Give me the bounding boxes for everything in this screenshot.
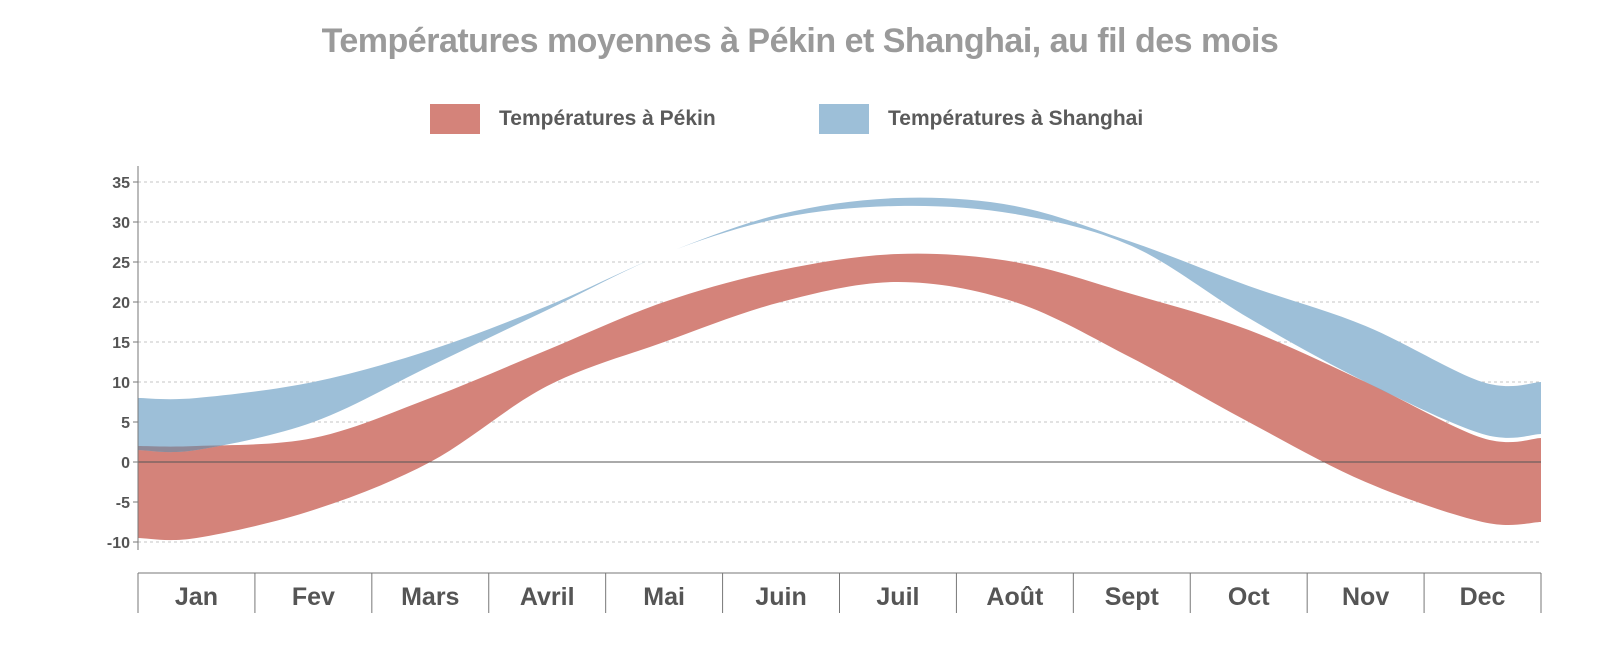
y-tick-label: 25 — [112, 255, 130, 272]
x-tick-label: Sept — [1105, 583, 1160, 611]
x-tick-label: Jan — [175, 583, 218, 611]
y-tick-label: 35 — [112, 175, 130, 192]
legend-item-pekin: Températures à Pékin — [430, 102, 716, 136]
series-band-shanghai — [138, 197, 1541, 453]
x-tick-label: Juil — [876, 583, 919, 611]
y-tick-label: 10 — [112, 375, 130, 392]
y-tick-label: 15 — [112, 335, 130, 352]
x-tick-label: Août — [986, 583, 1044, 611]
legend-label-shanghai: Températures à Shanghai — [888, 107, 1144, 130]
x-tick-label: Mai — [643, 583, 685, 611]
x-tick-label: Fev — [292, 583, 335, 611]
y-tick-label: -5 — [116, 495, 130, 512]
x-tick-label: Avril — [520, 583, 575, 611]
y-tick-label: 30 — [112, 215, 130, 232]
y-tick-label: 0 — [121, 455, 130, 472]
x-tick-label: Dec — [1460, 583, 1506, 611]
y-tick-label: -10 — [107, 535, 130, 552]
x-tick-label: Juin — [755, 583, 806, 611]
series-band-pekin — [138, 253, 1541, 541]
legend-label-pekin: Températures à Pékin — [499, 107, 716, 130]
chart-title: Températures moyennes à Pékin et Shangha… — [321, 22, 1279, 60]
legend-item-shanghai: Températures à Shanghai — [819, 102, 1143, 136]
y-tick-label: 5 — [121, 415, 130, 432]
legend-swatch-shanghai — [819, 104, 869, 134]
y-tick-label: 20 — [112, 295, 130, 312]
x-tick-label: Mars — [401, 583, 459, 611]
legend-swatch-pekin — [430, 104, 480, 134]
x-tick-label: Oct — [1228, 583, 1270, 611]
x-tick-label: Nov — [1342, 583, 1389, 611]
